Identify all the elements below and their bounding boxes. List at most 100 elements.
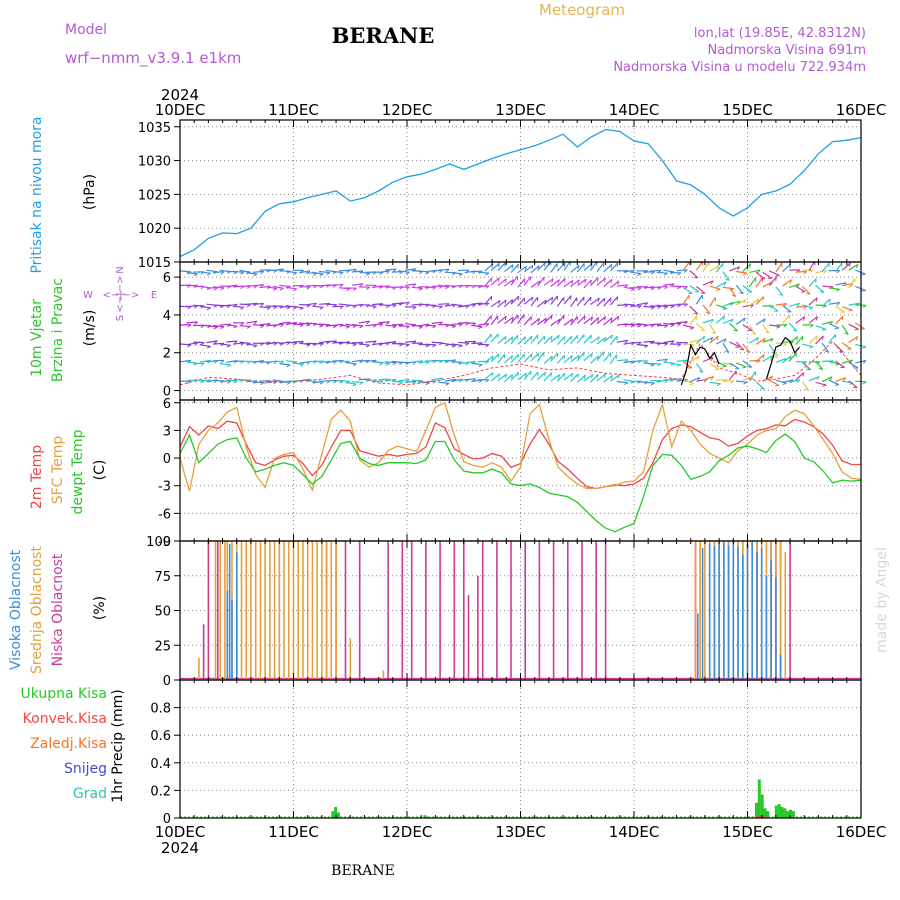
wind-arrow [603,374,613,383]
wind-arrow-head [822,335,824,340]
wind-arrow [815,284,825,293]
wind-arrow-head [432,380,437,384]
wind-arrow-head [491,355,494,360]
wind-arrow [808,297,818,306]
wind-arrow [563,355,573,364]
wind-arrow [722,286,734,290]
wind-arrow-head [644,345,649,349]
wind-arrow [663,322,675,326]
wind-arrow [405,380,417,383]
wind-arrow [517,314,525,324]
wind-arrow-head [783,343,788,347]
wind-arrow [338,341,350,345]
wind-arrow [438,268,450,271]
wind-arrow-head [438,305,443,309]
wind-arrow [689,285,700,293]
wind-arrow [272,323,284,327]
wind-arrow [603,263,613,273]
wind-arrow [338,379,350,382]
wind-arrow-head [677,304,682,308]
wind-arrow [213,325,225,328]
wind-arrow-head [385,363,390,366]
wind-arrow-head [497,277,500,282]
wind-arrow-head [385,305,390,309]
wind-arrow [371,285,383,289]
wind-arrow [378,285,390,288]
wind-arrow [775,357,787,363]
wind-arrow [815,381,827,386]
wind-arrow [848,380,858,389]
wind-arrow [676,378,688,382]
wind-arrow [563,260,571,271]
wind-arrow [755,277,763,288]
wind-arrow [272,285,284,289]
cloud-labels: Visoka Oblacnost Srednja Oblacnost Niska… [8,546,108,674]
wind-arrow-head [584,374,586,380]
wind-arrow-head [703,336,705,341]
wind-arrow [504,299,514,308]
wind-arrow-head [517,354,519,359]
wind-arrow-head [597,336,600,341]
model-name: wrf−nmm_v3.9.1 e1km [65,49,241,68]
wind-arrow [709,285,721,290]
wind-arrow [676,359,688,362]
wind-arrow-head [465,305,470,309]
wind-arrow [266,286,277,290]
wind-arrow-head [372,306,377,309]
wind-arrow-head [439,285,443,289]
wind-arrow-head [783,303,788,307]
y-tick-label: 0.6 [150,729,171,744]
temp-label-2: SFC Temp [50,436,66,505]
wind-arrow-head [684,269,688,273]
wind-arrow [663,283,675,286]
wind-arrow [729,300,741,305]
wind-arrow [213,342,225,345]
wind-arrow-head [583,315,586,320]
wind-arrow-head [823,270,827,274]
wind-arrow [490,353,500,363]
wind-arrow [490,262,500,271]
wind-arrow-head [260,284,265,288]
wind-arrow-head [206,272,211,276]
wind-arrow-head [796,302,801,307]
wind-arrow-head [557,374,561,379]
wind-arrow-head [497,263,500,268]
wind-arrow [596,316,606,325]
wind-arrow [570,354,580,363]
wind-arrow [523,316,532,326]
wind-arrow [748,325,756,335]
elevation-label: Nadmorska Visina 691m [708,43,867,58]
wind-arrow [279,284,291,287]
wind-arrow [371,323,383,326]
wind-arrow [788,352,797,362]
wind-arrow [576,334,585,344]
wind-arrow-head [299,363,304,367]
wind-arrow-head [650,306,655,310]
wind-arrow-head [425,344,430,348]
wind-arrow-head [563,263,566,268]
wind-label-1: 10m Vjetar [29,299,45,377]
wind-arrow-head [485,323,490,327]
wind-arrow-head [774,384,780,387]
wind-arrow-head [194,305,198,309]
wind-arrow-head [644,302,649,307]
wind-arrow-head [530,336,533,341]
wind-arrow-head [802,316,806,321]
wind-arrow-head [240,342,245,346]
wind-arrow-head [213,326,218,330]
wind-arrow-head [530,353,533,358]
wind-labels: 10m Vjetar Brzina i Pravac (m/s) N <−|−>… [29,266,157,382]
compass-n: N [115,266,126,273]
wind-arrow [663,304,675,307]
wind-arrow [305,380,317,383]
wind-arrow [623,269,635,273]
wind-arrow-head [756,337,760,342]
wind-arrow-head [405,271,410,275]
wind-arrow [676,269,688,272]
wind-arrow-head [796,336,799,341]
wind-arrow-head [571,280,574,285]
wind-arrow [246,320,258,324]
wind-arrow [590,297,600,305]
wind-arrow-head [792,329,797,332]
wind-arrow-head [485,272,490,276]
